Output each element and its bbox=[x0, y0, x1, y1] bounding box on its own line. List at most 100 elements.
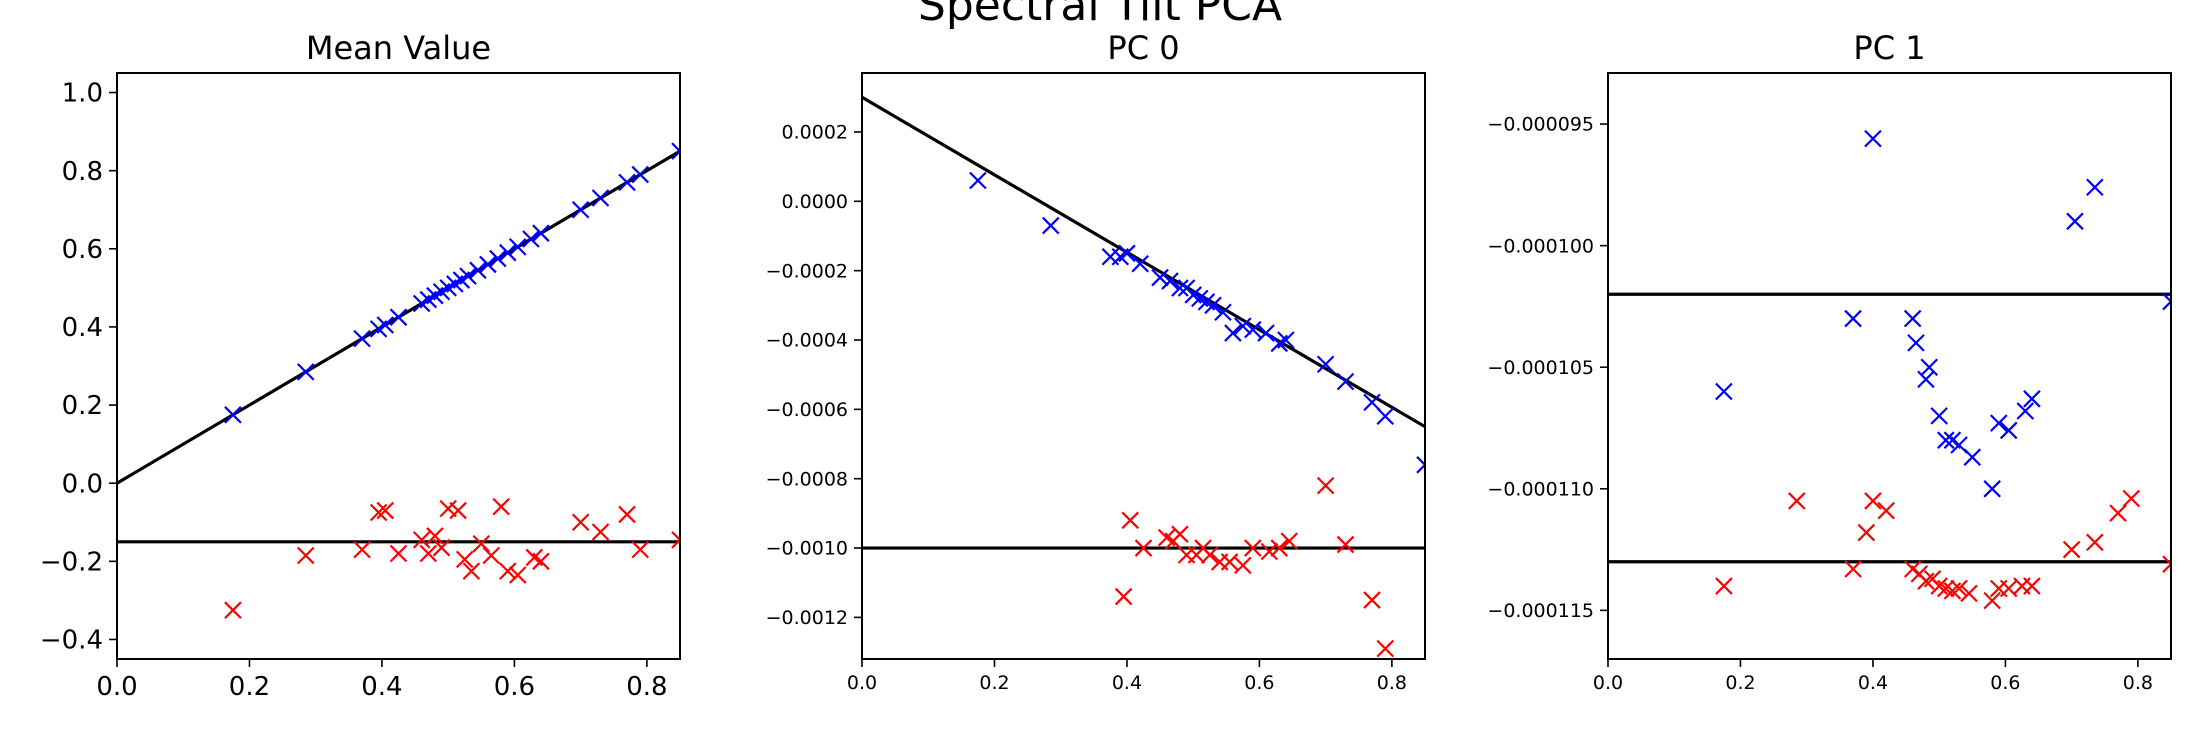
data-point bbox=[1844, 309, 1862, 328]
fit-line-1 bbox=[862, 95, 1425, 429]
data-point bbox=[469, 261, 487, 280]
data-point bbox=[376, 316, 395, 334]
data-point bbox=[1336, 372, 1355, 391]
data-point bbox=[969, 171, 987, 190]
data-point bbox=[571, 513, 590, 532]
data-point bbox=[2162, 292, 2171, 311]
data-point bbox=[1376, 407, 1395, 426]
data-point bbox=[1907, 334, 1925, 352]
data-point bbox=[389, 544, 408, 563]
series-1 bbox=[1715, 129, 2171, 498]
axes-frame bbox=[1607, 72, 2172, 660]
y-tick-label: −0.000100 bbox=[1487, 235, 1594, 257]
data-point bbox=[449, 501, 467, 520]
x-tick-label: 0.4 bbox=[1858, 672, 1888, 694]
data-point bbox=[224, 406, 242, 424]
series-2 bbox=[1114, 476, 1395, 658]
data-point bbox=[1134, 539, 1153, 557]
data-point bbox=[1244, 320, 1262, 339]
data-point bbox=[296, 546, 315, 565]
data-point bbox=[618, 505, 636, 524]
x-tick-label: 0.4 bbox=[361, 672, 402, 702]
series-2 bbox=[1715, 489, 2171, 610]
x-tick-label: 0.2 bbox=[1725, 672, 1755, 694]
y-tick-label: −0.000095 bbox=[1487, 114, 1594, 136]
y-tick-label: 0.8 bbox=[62, 157, 103, 187]
data-point bbox=[462, 562, 481, 580]
data-point bbox=[499, 243, 517, 262]
data-point bbox=[1224, 324, 1242, 342]
data-point bbox=[591, 523, 610, 541]
data-point bbox=[1204, 296, 1222, 315]
series-1 bbox=[224, 142, 680, 424]
subplot-3: PC 1 0.0 0.2 0.4 0.6 0.8 −0.000115 −0.000110 −0.… bbox=[1487, 29, 2172, 694]
x-tick-label: 0.0 bbox=[96, 672, 137, 702]
data-point bbox=[1200, 546, 1219, 564]
data-point bbox=[492, 497, 510, 516]
subplot-1: Mean Value 0.0 0.2 0.4 0.6 0.8 −0.4 −0.2 0.0 0.2 0… bbox=[40, 29, 681, 702]
data-point bbox=[671, 142, 680, 160]
data-point bbox=[2086, 178, 2104, 197]
data-point bbox=[2062, 540, 2081, 559]
y-tick-label: −0.4 bbox=[40, 626, 103, 656]
data-point bbox=[671, 531, 680, 549]
data-point bbox=[1416, 456, 1425, 474]
data-point bbox=[353, 540, 371, 559]
data-point bbox=[1118, 244, 1136, 263]
x-tick-label: 0.0 bbox=[847, 672, 877, 694]
data-point bbox=[1877, 501, 1895, 520]
y-tick-label: −0.2 bbox=[40, 547, 103, 577]
axes-frame bbox=[116, 72, 681, 660]
data-point bbox=[1260, 542, 1279, 561]
data-point bbox=[1214, 303, 1232, 322]
data-point bbox=[2122, 489, 2141, 508]
data-point bbox=[389, 308, 408, 326]
x-tick-label: 0.4 bbox=[1112, 672, 1142, 694]
data-point bbox=[1041, 216, 1060, 235]
subplot-panels: Mean Value 0.0 0.2 0.4 0.6 0.8 −0.4 −0.2 0.0 0.2 0… bbox=[40, 29, 2172, 702]
data-point bbox=[479, 255, 497, 274]
data-point bbox=[618, 173, 636, 192]
data-point bbox=[1787, 492, 1806, 510]
data-point bbox=[1963, 448, 1982, 466]
data-point bbox=[489, 249, 507, 268]
data-point bbox=[1930, 407, 1948, 425]
data-point bbox=[2086, 533, 2104, 552]
data-point bbox=[532, 552, 550, 571]
data-point bbox=[1937, 579, 1955, 598]
data-point bbox=[419, 544, 438, 563]
plot-area bbox=[1608, 129, 2171, 610]
y-tick-label: 0.0000 bbox=[782, 191, 848, 213]
y-tick-label: −0.0008 bbox=[766, 468, 848, 490]
subplot-title: Mean Value bbox=[306, 29, 491, 67]
data-point bbox=[353, 329, 371, 348]
data-point bbox=[2023, 577, 2041, 595]
data-point bbox=[482, 546, 501, 565]
y-tick-label: −0.0006 bbox=[766, 399, 848, 421]
y-tick-label: −0.0012 bbox=[766, 607, 848, 629]
subplot-2: PC 0 0.0 0.2 0.4 0.6 0.8 −0.0012 −0.0010 −0.0008… bbox=[766, 29, 1426, 694]
data-point bbox=[1257, 324, 1275, 342]
data-point bbox=[376, 501, 395, 520]
plot-area bbox=[862, 95, 1425, 658]
data-point bbox=[1920, 358, 1939, 376]
data-point bbox=[2066, 212, 2084, 231]
data-point bbox=[1121, 511, 1140, 530]
y-tick-label: 1.0 bbox=[62, 79, 103, 109]
data-point bbox=[1917, 572, 1935, 590]
data-point bbox=[1280, 532, 1298, 550]
data-point bbox=[1234, 317, 1252, 335]
x-tick-label: 0.8 bbox=[2123, 672, 2153, 694]
data-point bbox=[2109, 504, 2127, 522]
data-point bbox=[1363, 591, 1381, 609]
x-tick-label: 0.6 bbox=[494, 672, 535, 702]
data-point bbox=[1171, 525, 1189, 543]
data-point bbox=[1943, 582, 1962, 600]
data-point bbox=[1277, 331, 1295, 349]
data-point bbox=[1990, 414, 2008, 432]
axes-frame bbox=[861, 72, 1426, 660]
data-point bbox=[412, 531, 431, 549]
data-point bbox=[432, 538, 451, 557]
data-point bbox=[426, 527, 444, 545]
